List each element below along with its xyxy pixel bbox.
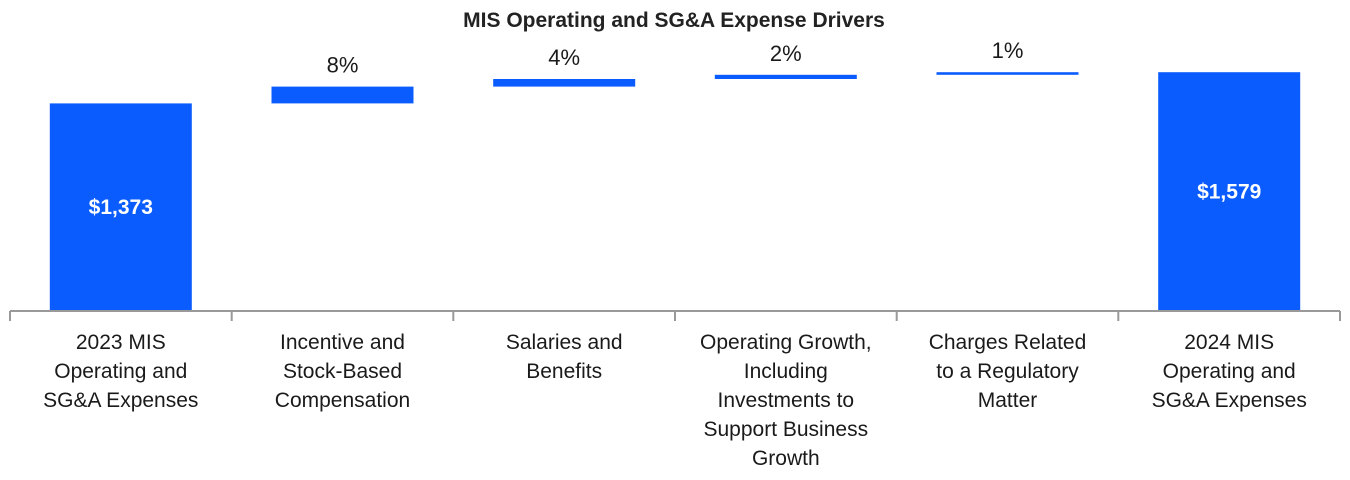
category-label-line: Including <box>744 360 828 383</box>
category-label-line: Investments to <box>718 389 855 412</box>
bar-6 <box>1158 72 1301 311</box>
percent-label: 2% <box>770 41 802 66</box>
percent-label: 1% <box>992 38 1024 63</box>
chart-title: MIS Operating and SG&A Expense Drivers <box>463 9 885 32</box>
category-label-line: to a Regulatory <box>936 360 1079 383</box>
category-label-line: Incentive and <box>280 331 405 354</box>
category-label-line: SG&A Expenses <box>1152 389 1307 412</box>
percent-label: 4% <box>548 45 580 70</box>
category-label-5: Charges Related to a Regulatory Matter <box>929 331 1087 412</box>
total-value-label: $1,579 <box>1197 181 1261 204</box>
x-axis <box>9 310 1341 321</box>
category-label-line: Operating Growth, <box>700 331 872 354</box>
category-label-line: Benefits <box>526 360 602 383</box>
percent-label: 8% <box>327 53 359 78</box>
category-label-line: 2024 MIS <box>1184 331 1274 354</box>
category-label-line: Compensation <box>275 389 410 412</box>
bars-layer: $1,373 8% 4% 2% 1% $1,579 <box>49 38 1301 312</box>
bar-2 <box>271 86 414 104</box>
category-label-line: SG&A Expenses <box>43 389 198 412</box>
category-label-line: Operating and <box>54 360 187 383</box>
category-label-line: Operating and <box>1163 360 1296 383</box>
category-label-4: Operating Growth, Including Investments to… <box>700 331 872 470</box>
category-label-line: Growth <box>752 447 820 470</box>
total-value-label: $1,373 <box>89 196 153 219</box>
category-label-line: Stock-Based <box>283 360 402 383</box>
bar-5 <box>936 72 1079 75</box>
bar-4 <box>714 74 857 79</box>
bar-1 <box>49 103 192 312</box>
category-label-line: Charges Related <box>929 331 1087 354</box>
category-label-line: Support Business <box>703 418 868 441</box>
category-label-line: 2023 MIS <box>76 331 166 354</box>
category-label-1: 2023 MIS Operating and SG&A Expenses <box>43 331 198 412</box>
category-label-line: Matter <box>978 389 1038 412</box>
bar-3 <box>493 79 636 87</box>
category-labels: 2023 MIS Operating and SG&A Expenses Incent… <box>43 331 1307 470</box>
category-label-3: Salaries and Benefits <box>506 331 623 383</box>
category-label-2: Incentive and Stock-Based Compensation <box>275 331 410 412</box>
category-label-line: Salaries and <box>506 331 623 354</box>
category-label-6: 2024 MIS Operating and SG&A Expenses <box>1152 331 1307 412</box>
